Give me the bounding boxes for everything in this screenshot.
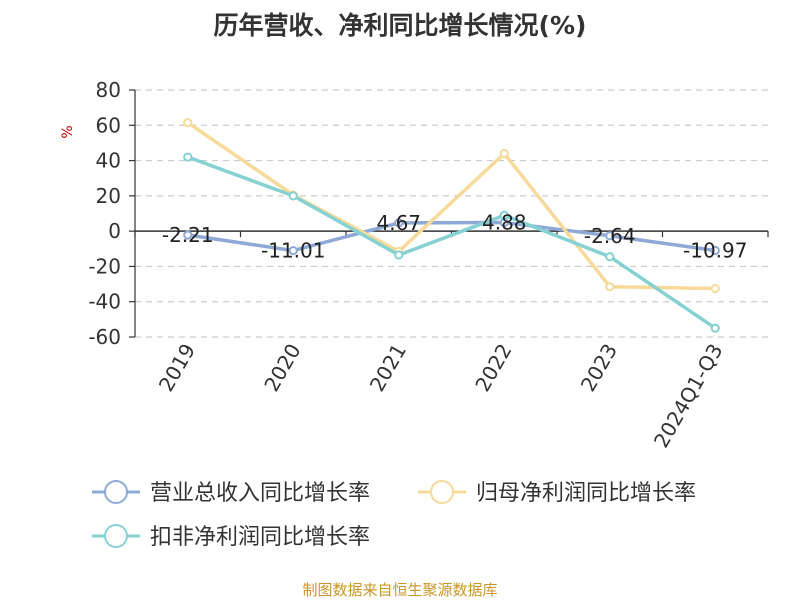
legend-label: 归母净利润同比增长率 <box>476 481 696 506</box>
y-tick-label: -60 <box>88 325 121 349</box>
legend-marker <box>104 480 128 504</box>
x-tick-label: 2021 <box>365 340 411 396</box>
data-point[interactable] <box>710 323 720 333</box>
y-tick-label: -20 <box>88 254 121 278</box>
legend-marker <box>430 480 454 504</box>
x-tick-label: 2019 <box>154 340 200 396</box>
data-labels: -2.21 -11.01 4.67 4.88 -2.64 -10.97 <box>162 211 748 263</box>
data-point[interactable] <box>605 231 615 241</box>
chart-title: 历年营收、净利同比增长情况(%) <box>214 11 587 40</box>
source-note: 制图数据来自恒生聚源数据库 <box>302 581 497 599</box>
data-point[interactable] <box>183 230 193 240</box>
data-label: -10.97 <box>683 238 747 262</box>
x-tick-label: 2023 <box>576 340 622 396</box>
legend-label: 扣非净利润同比增长率 <box>150 525 370 550</box>
y-tick-label: 80 <box>96 78 121 102</box>
data-point[interactable] <box>710 283 720 294</box>
series-line <box>186 120 718 291</box>
y-tick-label: 0 <box>108 219 121 243</box>
series-line <box>186 155 718 330</box>
data-point[interactable] <box>183 118 193 128</box>
data-point[interactable] <box>499 148 509 159</box>
legend-marker <box>104 524 128 548</box>
data-point[interactable] <box>605 282 615 292</box>
legend-item[interactable]: 营业总收入同比增长率 <box>92 480 370 506</box>
series-line <box>186 220 718 253</box>
legend-item[interactable]: 扣非净利润同比增长率 <box>92 524 370 550</box>
data-point[interactable] <box>288 245 298 256</box>
legend-label: 营业总收入同比增长率 <box>150 481 370 506</box>
data-point[interactable] <box>710 245 720 256</box>
series <box>183 118 720 333</box>
legend-item[interactable]: 归母净利润同比增长率 <box>418 480 696 506</box>
data-label: -2.64 <box>584 224 636 248</box>
data-point[interactable] <box>499 210 509 220</box>
y-tick-label: 40 <box>96 149 121 173</box>
y-tick-label: 60 <box>96 113 121 137</box>
axes: 80 60 40 20 0 -20 -40 -60 2019 2020 2021 2022 2023 20… <box>88 78 769 452</box>
data-label: 4.67 <box>376 211 421 235</box>
data-point[interactable] <box>288 191 298 201</box>
x-tick-label: 2022 <box>470 340 516 396</box>
data-point[interactable] <box>394 250 404 260</box>
y-axis-unit: % <box>60 125 76 138</box>
data-point[interactable] <box>605 252 615 262</box>
data-label: -2.21 <box>162 223 214 247</box>
data-point[interactable] <box>394 218 404 228</box>
y-tick-label: 20 <box>96 184 121 208</box>
x-tick-label: 2020 <box>259 340 305 396</box>
data-label: -11.01 <box>261 239 325 263</box>
y-tick-label: -40 <box>88 290 121 314</box>
x-tick-label: 2024Q1-Q3 <box>649 340 728 452</box>
data-label: 4.88 <box>482 211 527 235</box>
data-point[interactable] <box>183 152 193 162</box>
